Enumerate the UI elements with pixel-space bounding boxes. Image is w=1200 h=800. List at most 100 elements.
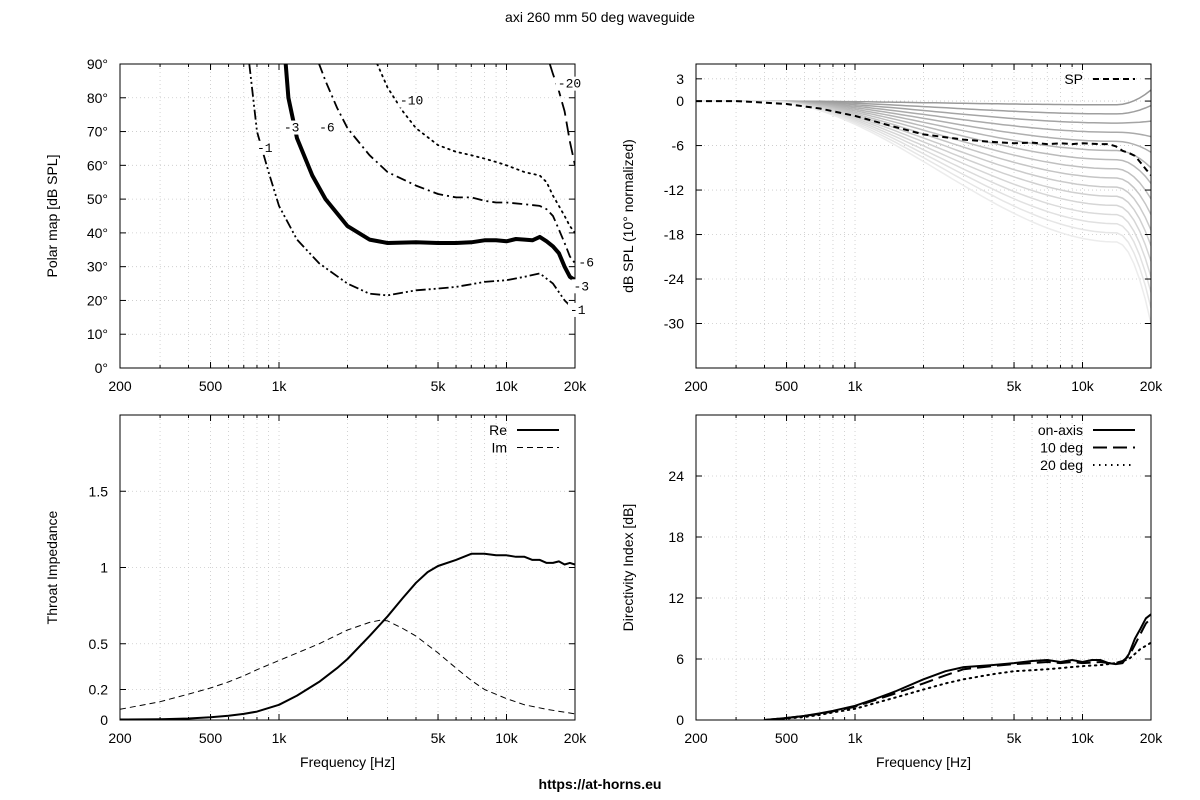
series-line-Im [120, 619, 575, 715]
throat-impedance-panel: 200 500 1k 5k 10k 20k 0 0.2 0.5 1 1.5 Throat Impeda… [44, 414, 588, 770]
series-line--10 [376, 64, 575, 234]
legend-label: Re [489, 422, 507, 438]
off-axis-curve [696, 100, 1151, 262]
x-tick-label: 20k [1140, 730, 1164, 746]
y-axis-label: Throat Impedance [44, 510, 60, 624]
contour-label: -10 [400, 94, 423, 109]
y-tick-label: 0.5 [89, 636, 109, 652]
y-tick-label: 0° [95, 360, 108, 376]
polar-map-series [248, 64, 575, 312]
y-tick-label: 80° [87, 90, 108, 106]
x-tick-label: 500 [199, 378, 223, 394]
x-tick-label: 200 [684, 378, 708, 394]
y-tick-label: 18 [668, 529, 684, 545]
x-tick-label: 5k [431, 730, 447, 746]
y-axis-label: dB SPL (10° normalized) [620, 139, 636, 293]
contour-label-bg [254, 140, 276, 155]
y-tick-label: 50° [87, 191, 108, 207]
x-tick-label: 500 [199, 730, 223, 746]
y-tick-label: 1 [100, 560, 108, 576]
x-tick-label: 5k [431, 378, 447, 394]
x-tick-label: 10k [1071, 378, 1095, 394]
y-tick-label: 10° [87, 326, 108, 342]
chart-title: axi 260 mm 50 deg waveguide [505, 9, 695, 25]
x-tick-label: 500 [775, 378, 799, 394]
series-line-on-axis [764, 613, 1151, 720]
contour-label: -20 [558, 77, 581, 92]
x-tick-label: 10k [495, 378, 519, 394]
contour-label-bg [576, 255, 598, 270]
y-tick-label: 1.5 [89, 483, 109, 499]
x-tick-label: 10k [1071, 730, 1095, 746]
contour-label-bg [281, 120, 303, 135]
y-tick-label: -30 [664, 316, 684, 332]
series-line--3 [283, 64, 575, 282]
series-line--1 [248, 64, 575, 312]
y-tick-label: 30° [87, 259, 108, 275]
polar-map-grid [120, 63, 575, 369]
directivity-index-series [763, 613, 1151, 720]
y-tick-label: -12 [664, 182, 684, 198]
y-axis-label: Polar map [dB SPL] [44, 155, 60, 278]
y-tick-label: 40° [87, 225, 108, 241]
x-tick-label: 5k [1007, 730, 1023, 746]
directivity-index-grid [696, 415, 1151, 721]
contour-label: -3 [574, 279, 590, 294]
series-line-SP [696, 100, 1151, 176]
series-line-20-deg [763, 641, 1151, 720]
y-tick-label: 3 [676, 71, 684, 87]
contour-label: -6 [578, 256, 594, 271]
x-tick-label: 1k [848, 378, 864, 394]
x-tick-label: 5k [1007, 378, 1023, 394]
y-tick-label: 60° [87, 157, 108, 173]
y-tick-label: 24 [668, 468, 684, 484]
x-tick-label: 1k [272, 730, 288, 746]
x-tick-label: 200 [684, 730, 708, 746]
contour-label-bg [567, 302, 589, 317]
x-tick-label: 200 [108, 730, 132, 746]
series-line--20 [548, 64, 575, 166]
throat-impedance-grid [120, 415, 575, 721]
contour-label-bg [397, 93, 428, 108]
throat-impedance-series [120, 552, 575, 720]
polar-map-panel: 200 500 1k 5k 10k 20k 0° 10° 20° 30° 40° 50° 60° 70° 8… [44, 56, 598, 394]
legend-label: Im [491, 440, 507, 456]
x-tick-label: 1k [848, 730, 864, 746]
contour-label-bg [571, 279, 593, 294]
x-tick-label: 200 [108, 378, 132, 394]
contour-label: -3 [284, 121, 300, 136]
legend-label: on-axis [1038, 422, 1083, 438]
y-tick-label: 70° [87, 124, 108, 140]
series-line-10-deg [764, 617, 1151, 720]
y-axis-label: Directivity Index [dB] [620, 504, 636, 632]
legend-label: 20 deg [1040, 457, 1083, 473]
contour-label: -6 [319, 121, 335, 136]
x-tick-label: 20k [1140, 378, 1164, 394]
series-line--6 [318, 64, 575, 264]
legend-label: SP [1064, 71, 1083, 87]
normalized-spl-panel: 200 500 1k 5k 10k 20k 3 0 -6 -12 -18 -24 -30 dB SPL (… [620, 63, 1164, 394]
x-axis-label: Frequency [Hz] [300, 754, 395, 770]
y-tick-label: 20° [87, 292, 108, 308]
x-tick-label: 1k [272, 378, 288, 394]
y-tick-label: 90° [87, 56, 108, 72]
contour-label: -1 [570, 303, 586, 318]
x-tick-label: 10k [495, 730, 519, 746]
normalized-spl-series [696, 100, 1151, 176]
off-axis-curve [696, 100, 1151, 324]
footer-url: https://at-horns.eu [538, 776, 662, 792]
directivity-index-panel: 200 500 1k 5k 10k 20k 0 6 12 18 24 Directivity Inde… [620, 414, 1164, 770]
series-line-Re [120, 552, 575, 720]
contour-label-bg [555, 76, 585, 91]
contour-label-bg [317, 120, 338, 135]
x-tick-label: 20k [564, 730, 588, 746]
normalized-spl-grid [696, 64, 1151, 368]
contour-label: -1 [257, 141, 273, 156]
y-tick-label: -6 [672, 138, 685, 154]
y-tick-label: 0.2 [89, 682, 109, 698]
x-axis-label: Frequency [Hz] [876, 754, 971, 770]
legend-label: 10 deg [1040, 440, 1083, 456]
y-tick-label: 0 [676, 93, 684, 109]
y-tick-label: -18 [664, 227, 684, 243]
